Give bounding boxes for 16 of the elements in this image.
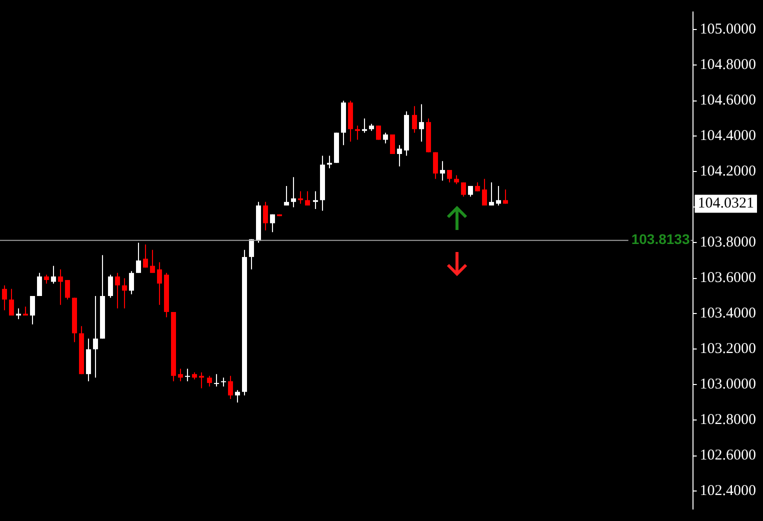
y-tick-label: 102.8000: [700, 412, 756, 428]
y-tick-label: 103.2000: [700, 341, 756, 358]
y-tick-label: 103.8000: [700, 234, 756, 251]
y-tick-label: 104.8000: [700, 57, 756, 74]
text: 104.0321: [698, 196, 754, 212]
y-tick-label: 103.0000: [700, 376, 756, 393]
y-tick-label: 103.4000: [700, 306, 756, 322]
ref-line-label: 103.8133: [631, 231, 690, 248]
y-tick-label: 105.0000: [700, 22, 756, 38]
y-tick-label: 104.6000: [700, 92, 756, 109]
y-tick-label: 104.4000: [700, 128, 756, 144]
y-tick-label: 102.4000: [700, 483, 756, 500]
y-tick-label: 104.2000: [700, 164, 756, 180]
y-tick-label: 102.6000: [700, 448, 756, 464]
y-tick-label: 103.6000: [700, 270, 756, 286]
candlestick: [214, 374, 219, 387]
